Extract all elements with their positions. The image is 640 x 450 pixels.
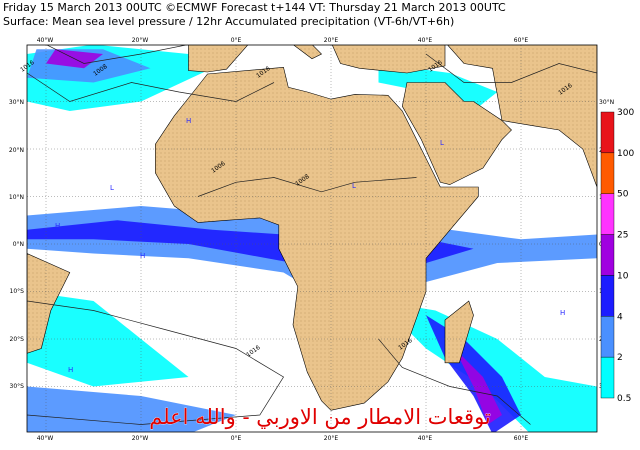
- colorbar-band: [600, 234, 615, 276]
- pressure-centre: L: [110, 184, 114, 192]
- land: [401, 82, 512, 185]
- header-line: Surface: Mean sea level pressure / 12hr …: [3, 15, 454, 28]
- watermark: توقعات الامطار من الاوربي - والله اعلم: [149, 405, 491, 430]
- land: [188, 45, 249, 73]
- longitude-label: 20°E: [324, 435, 339, 442]
- pressure-centre: H: [68, 366, 73, 374]
- colorbar-band: [600, 275, 615, 317]
- land: [444, 300, 474, 364]
- latitude-label: 10°N: [9, 194, 24, 201]
- longitude-label: 0°E: [231, 37, 242, 44]
- pressure-centre: H: [186, 117, 191, 125]
- map-frame: [26, 44, 598, 433]
- colorbar-band: [600, 152, 615, 194]
- pressure-centre: H: [55, 222, 60, 230]
- colorbar-band: [600, 193, 615, 235]
- precipitation-area: [27, 386, 236, 432]
- land: [293, 45, 323, 60]
- longitude-label: 20°E: [324, 37, 339, 44]
- land: [331, 45, 446, 74]
- longitude-label: 40°W: [37, 435, 54, 442]
- colorbar-label: 300: [617, 108, 634, 118]
- latitude-label: 30°S: [10, 383, 25, 390]
- longitude-label: 40°E: [418, 435, 433, 442]
- pressure-centre: H: [140, 252, 145, 260]
- pressure-centre: H: [560, 309, 565, 317]
- isobar: [425, 53, 597, 83]
- isobar: [378, 338, 531, 425]
- colorbar-label: 25: [617, 231, 628, 241]
- colorbar-label: 100: [617, 149, 634, 159]
- precipitation-area: [27, 291, 189, 387]
- land: [27, 253, 71, 354]
- longitude-label: 0°E: [231, 435, 242, 442]
- latitude-label: 20°N: [9, 147, 24, 154]
- colorbar-label: 50: [617, 190, 629, 200]
- precipitation-area: [454, 348, 502, 425]
- longitude-label: 40°W: [37, 37, 54, 44]
- latitude-label: 30°N: [599, 99, 614, 106]
- colorbar-label: 2: [617, 353, 623, 363]
- header-line: Friday 15 March 2013 00UTC ©ECMWF Foreca…: [3, 1, 506, 14]
- isobar: [27, 72, 275, 102]
- longitude-label: 40°E: [418, 37, 433, 44]
- colorbar-label: 10: [617, 271, 629, 281]
- land: [447, 45, 597, 188]
- longitude-label: 60°E: [514, 37, 529, 44]
- labels: 40°W 20°W 0°E 20°E 40°E 60°E40°W 20°W 0°E 20°E 40…: [9, 37, 635, 442]
- colorbar-band: [600, 316, 615, 358]
- latitude-label: 10°S: [10, 288, 25, 295]
- isobar: [27, 300, 284, 425]
- colorbar-band: [600, 111, 615, 154]
- pressure-centre: L: [352, 182, 356, 190]
- colorbar-label: 4: [617, 312, 623, 322]
- isobar: [46, 45, 188, 64]
- isobar: [197, 177, 417, 197]
- latitude-label: 20°S: [10, 336, 25, 343]
- pressure-centre: L: [440, 139, 444, 147]
- longitude-label: 20°W: [132, 435, 149, 442]
- map-layers: [27, 45, 597, 432]
- longitude-label: 60°E: [514, 435, 529, 442]
- latitude-label: 30°N: [9, 99, 24, 106]
- colorbar-label: 0.5: [617, 394, 631, 404]
- colorbar-band: [600, 356, 615, 399]
- latitude-label: 0°N: [13, 241, 24, 248]
- longitude-label: 20°W: [132, 37, 149, 44]
